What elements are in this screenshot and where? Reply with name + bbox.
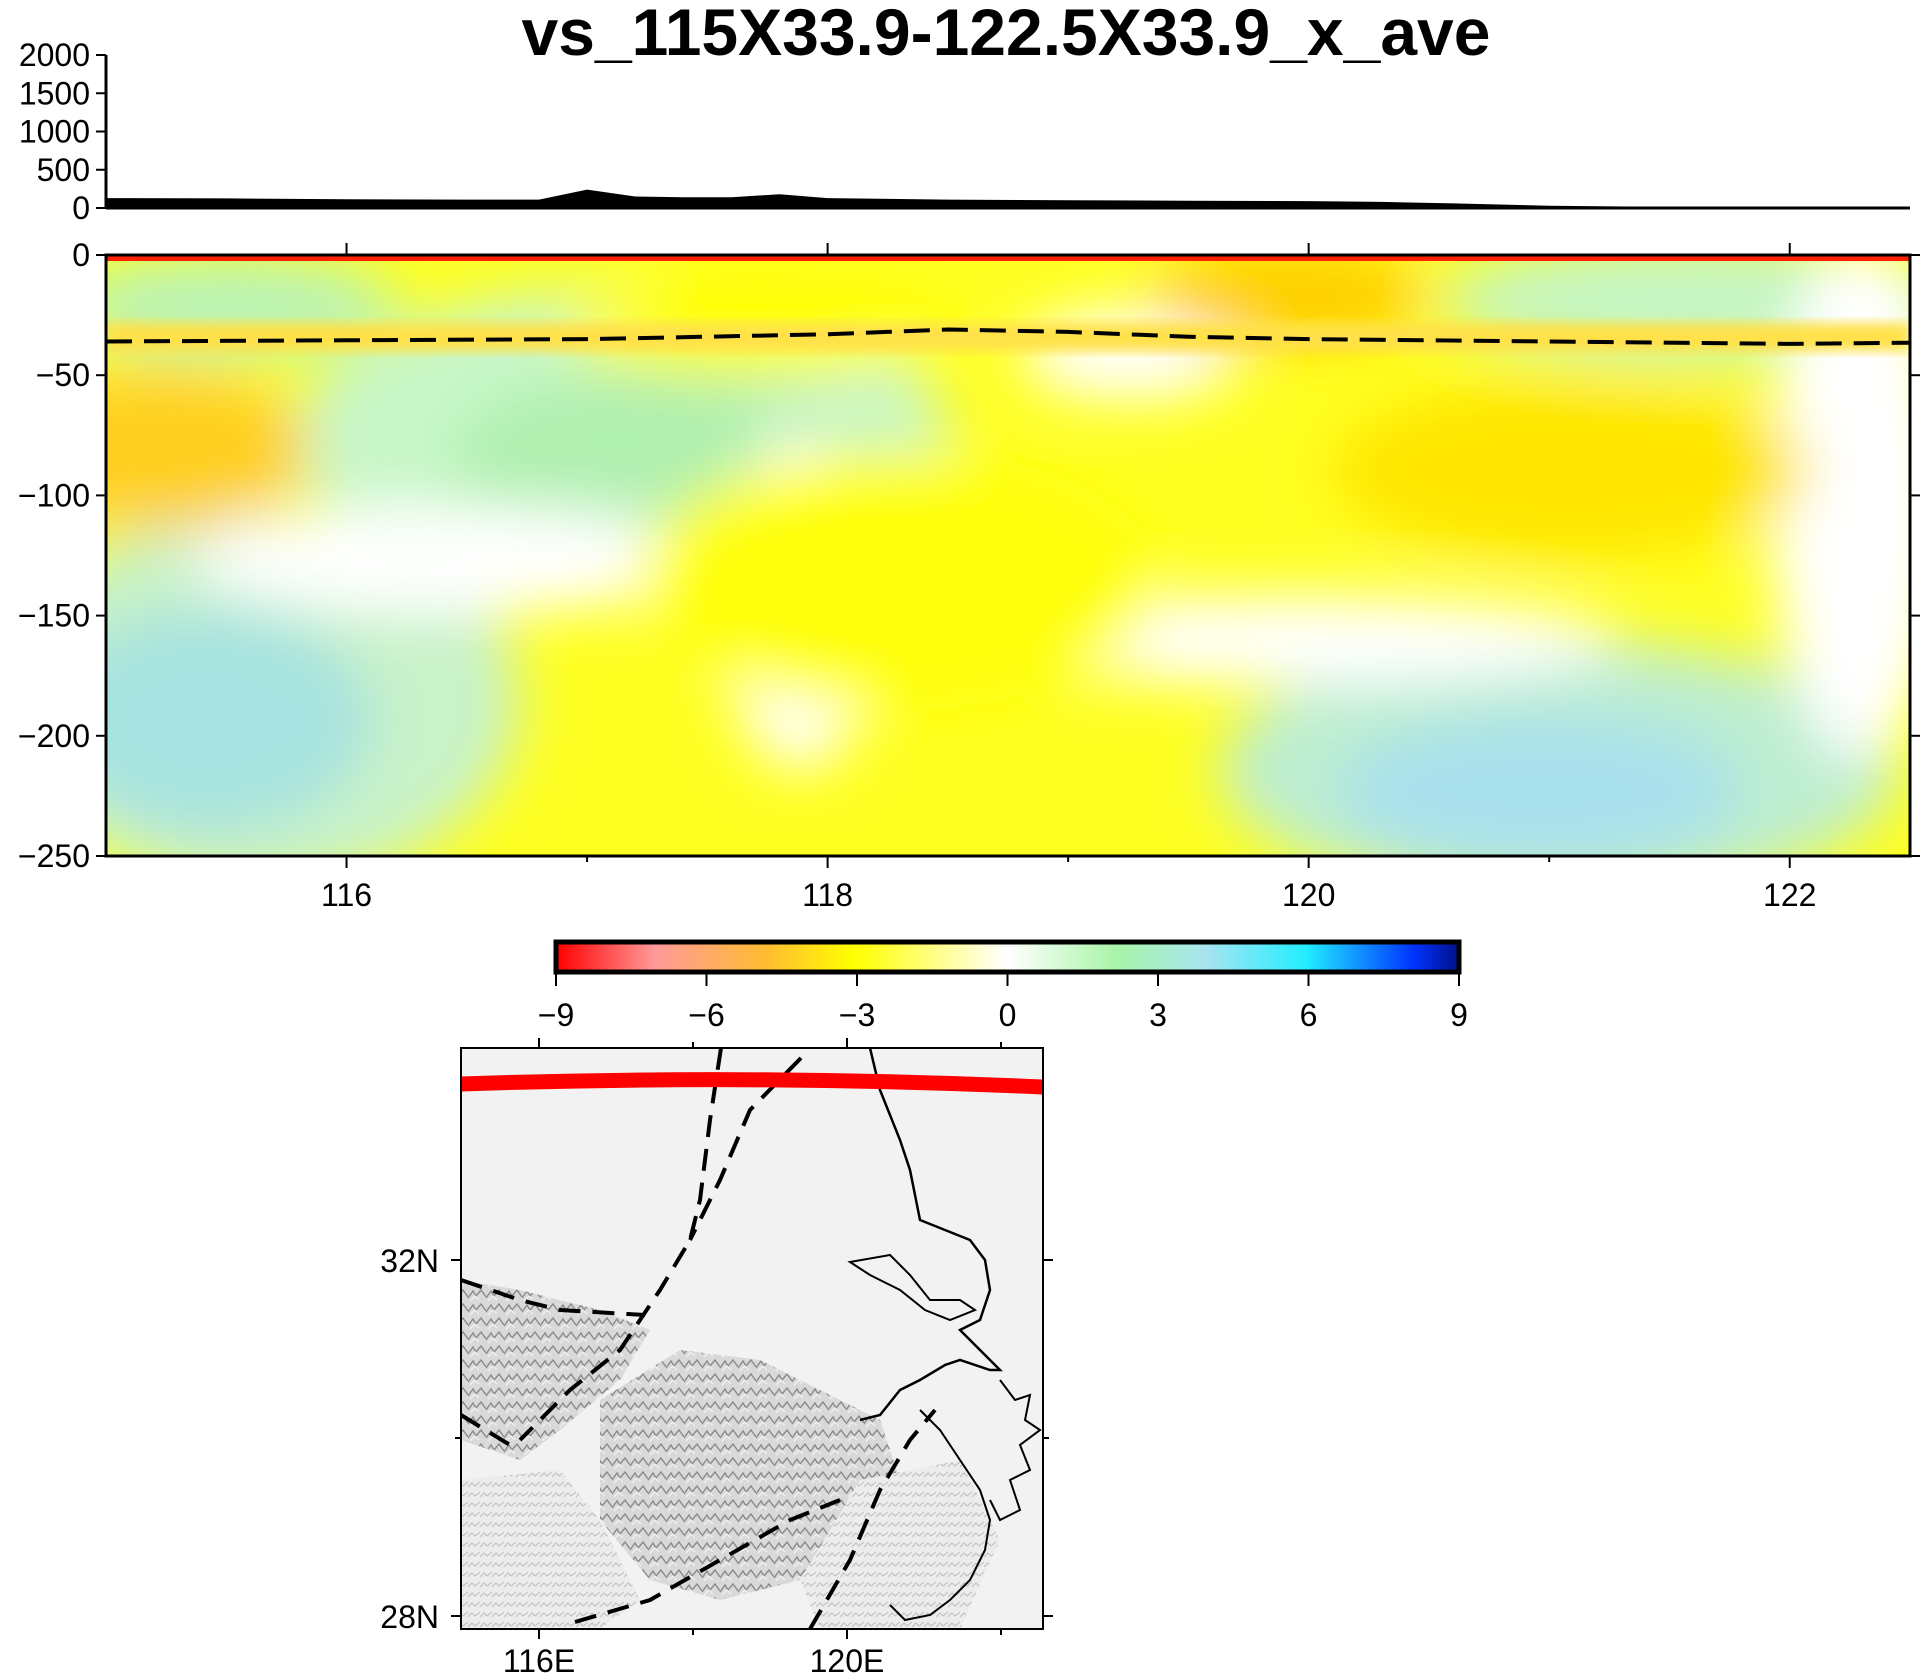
coastline [859, 1048, 1004, 1422]
map-lon-label-120e: 120E [810, 1643, 885, 1674]
colorbar-tick-label: 6 [1300, 997, 1318, 1033]
colorbar-tick-label: 3 [1149, 997, 1167, 1033]
colorbar-tick-label: −6 [688, 997, 724, 1033]
section-y-tick-label: −100 [18, 477, 90, 513]
map-lon-label-116e: 116E [503, 1643, 575, 1674]
section-y-tick-label: −50 [36, 357, 90, 393]
section-y-tick-label: 0 [72, 237, 90, 273]
colorbar-tick-label: 9 [1450, 997, 1468, 1033]
relief-southwest [461, 1470, 640, 1629]
relief-southeast [800, 1460, 1000, 1629]
yangtze-estuary [847, 1253, 978, 1322]
location-map: 32N 28N 116E 120E [380, 1038, 1053, 1674]
colorbar-tick-label: −9 [538, 997, 574, 1033]
section-frame [104, 253, 1912, 858]
topography-y-tick-label: 500 [37, 152, 90, 188]
section-y-tick-label: −200 [18, 718, 90, 754]
chart-title: vs_115X33.9-122.5X33.9_x_ave [522, 0, 1491, 69]
map-lat-label-32n: 32N [380, 1243, 439, 1279]
moho-dashed-line [105, 327, 1911, 346]
profile-line [461, 1072, 1043, 1095]
colorbar-tick-label: 0 [999, 997, 1017, 1033]
topography-area [106, 189, 1910, 208]
colorbar: −9 −6 −3 0 3 6 9 [538, 939, 1468, 1033]
islands [989, 1379, 1042, 1522]
velocity-section: 0 −50 −100 −150 −200 −250 116 118 120 122 [18, 237, 1920, 913]
topography-y-tick-label: 0 [72, 190, 90, 226]
map-ticks [451, 1038, 1053, 1639]
section-y-tick-label: −150 [18, 598, 90, 634]
section-x-tick-label: 118 [802, 877, 853, 913]
coastline-south [889, 1409, 992, 1622]
topography-y-tick-label: 2000 [19, 37, 90, 73]
section-x-tick-label: 116 [321, 877, 372, 913]
section-y-tick-label: −250 [18, 838, 90, 874]
colorbar-tick-label: −3 [839, 997, 875, 1033]
map-frame [460, 1047, 1044, 1630]
section-x-tick-label: 120 [1282, 877, 1335, 913]
fault-lines [461, 1048, 937, 1629]
topography-y-tick-label: 1500 [19, 75, 90, 111]
relief-south [600, 1350, 900, 1600]
map-lat-label-28n: 28N [380, 1599, 439, 1635]
colorbar-gradient [553, 939, 1462, 975]
section-x-tick-label: 122 [1763, 877, 1816, 913]
relief-dabie [461, 1280, 650, 1460]
topography-y-tick-label: 1000 [19, 114, 90, 150]
